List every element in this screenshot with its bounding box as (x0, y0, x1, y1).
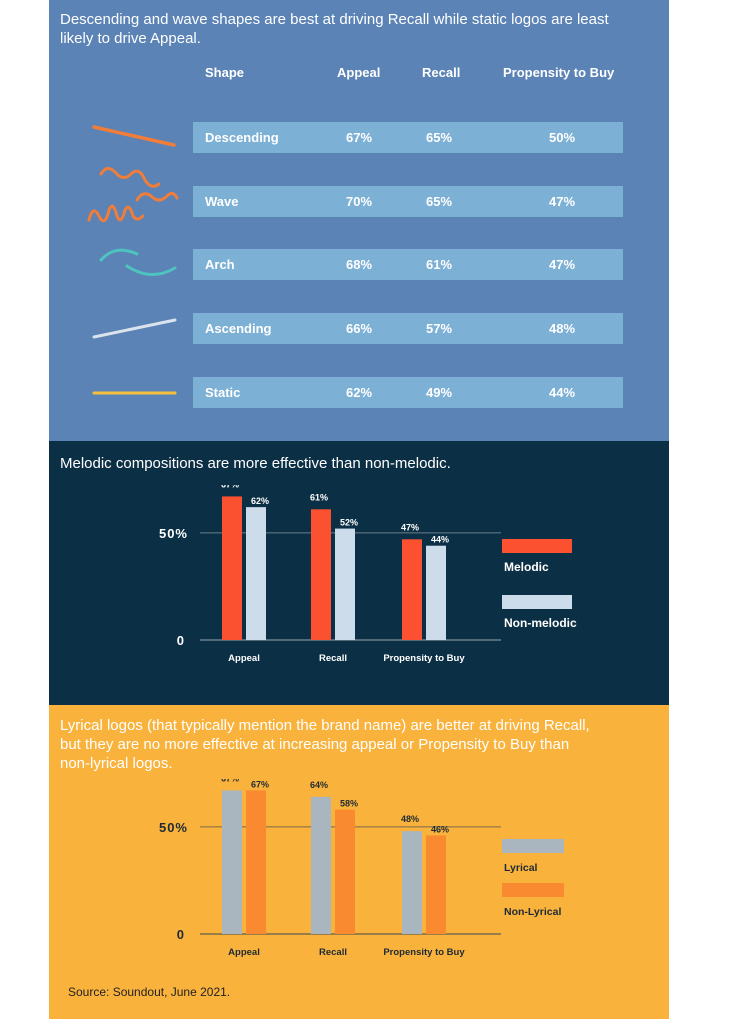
header-propensity: Propensity to Buy (503, 65, 615, 80)
row-recall-value: 49% (426, 385, 453, 400)
shape-section-title: Descending and wave shapes are best at d… (60, 10, 661, 48)
y-tick-label: 50% (159, 526, 188, 541)
ascending-line-icon (79, 310, 189, 370)
bar (311, 509, 331, 640)
row-recall-value: 65% (426, 194, 453, 209)
source-note: Source: Soundout, June 2021. (68, 985, 231, 999)
arch-curves-icon (79, 240, 189, 300)
row-appeal-value: 67% (346, 130, 373, 145)
bar (222, 790, 242, 934)
bar (426, 835, 446, 934)
bar (311, 796, 331, 934)
bar-value-label: 62% (251, 496, 269, 506)
legend-swatch (502, 539, 572, 553)
legend-label: Non-melodic (504, 616, 577, 630)
row-recall-value: 65% (426, 130, 453, 145)
bar-value-label: 67% (221, 779, 239, 783)
melodic-chart-title: Melodic compositions are more effective … (60, 455, 451, 472)
bar-value-label: 61% (310, 492, 328, 502)
shape-table-section: Descending and wave shapes are best at d… (49, 0, 669, 441)
x-category-label: Propensity to Buy (383, 653, 465, 664)
header-recall: Recall (422, 65, 461, 80)
y-tick-label: 0 (177, 927, 185, 942)
header-shape: Shape (205, 65, 245, 80)
bar-value-label: 58% (340, 799, 358, 809)
x-category-label: Recall (319, 947, 347, 958)
header-appeal: Appeal (337, 65, 381, 80)
melodic-bar-chart: 0 50% 67% 61% 47% 62% 52% 44% Appeal Recall Propen… (159, 485, 577, 664)
x-category-label: Appeal (228, 947, 260, 958)
legend-swatch (502, 839, 564, 853)
descending-line-icon (79, 105, 189, 165)
row-appeal-value: 62% (346, 385, 373, 400)
row-shape-name: Descending (205, 130, 279, 145)
bar (222, 496, 242, 640)
table-row: Arch 68% 61% 47% (193, 249, 623, 280)
row-appeal-value: 70% (346, 194, 373, 209)
shape-title-line-2: likely to drive Appeal. (60, 30, 201, 47)
bar-value-label: 64% (310, 780, 328, 790)
melodic-chart-section: Melodic compositions are more effective … (49, 441, 669, 705)
y-tick-label: 50% (159, 820, 188, 835)
lyrical-title-line-3: non-lyrical logos. (60, 755, 173, 772)
bar (402, 539, 422, 640)
wave-lines-icon (79, 160, 189, 223)
bar (335, 809, 355, 934)
bar-value-label: 44% (431, 535, 449, 545)
row-shape-name: Arch (205, 257, 235, 272)
lyrical-title-line-2: but they are no more effective at increa… (60, 736, 570, 753)
row-propensity-value: 44% (549, 385, 576, 400)
lyrical-bar-chart: 0 50% 67% 64% 48% 67% 58% 46% Appeal Recall Propen… (159, 779, 564, 958)
row-propensity-value: 47% (549, 257, 576, 272)
bar (426, 545, 446, 640)
bar (402, 831, 422, 934)
x-category-label: Recall (319, 653, 347, 664)
table-row: Ascending 66% 57% 48% (193, 313, 623, 344)
row-appeal-value: 66% (346, 321, 373, 336)
bar (246, 507, 266, 640)
row-shape-name: Wave (205, 194, 239, 209)
legend-swatch (502, 595, 572, 609)
x-category-label: Appeal (228, 653, 260, 664)
legend-label: Melodic (504, 560, 549, 574)
lyrical-chart-title: Lyrical logos (that typically mention th… (60, 716, 661, 773)
row-propensity-value: 48% (549, 321, 576, 336)
row-shape-name: Ascending (205, 321, 272, 336)
legend-swatch (502, 883, 564, 897)
lyrical-chart-section: Lyrical logos (that typically mention th… (49, 705, 669, 1019)
table-row: Wave 70% 65% 47% (193, 186, 623, 217)
table-row: Descending 67% 65% 50% (193, 122, 623, 153)
row-appeal-value: 68% (346, 257, 373, 272)
bar (335, 528, 355, 640)
bar-value-label: 67% (251, 779, 269, 789)
row-shape-name: Static (205, 385, 241, 400)
bar-value-label: 47% (401, 522, 419, 532)
bar-value-label: 46% (431, 824, 449, 834)
table-row: Static 62% 49% 44% (193, 377, 623, 408)
bar (246, 790, 266, 934)
legend-label: Non-Lyrical (504, 906, 561, 918)
row-propensity-value: 50% (549, 130, 576, 145)
row-recall-value: 57% (426, 321, 453, 336)
legend-label: Lyrical (504, 862, 538, 874)
x-category-label: Propensity to Buy (383, 947, 465, 958)
bar-value-label: 52% (340, 518, 358, 528)
bar-value-label: 67% (221, 485, 239, 489)
y-tick-label: 0 (177, 633, 185, 648)
row-propensity-value: 47% (549, 194, 576, 209)
row-recall-value: 61% (426, 257, 453, 272)
bar-value-label: 48% (401, 814, 419, 824)
shape-title-line-1: Descending and wave shapes are best at d… (60, 11, 609, 28)
lyrical-title-line-1: Lyrical logos (that typically mention th… (60, 717, 590, 734)
flat-line-icon (79, 380, 189, 440)
